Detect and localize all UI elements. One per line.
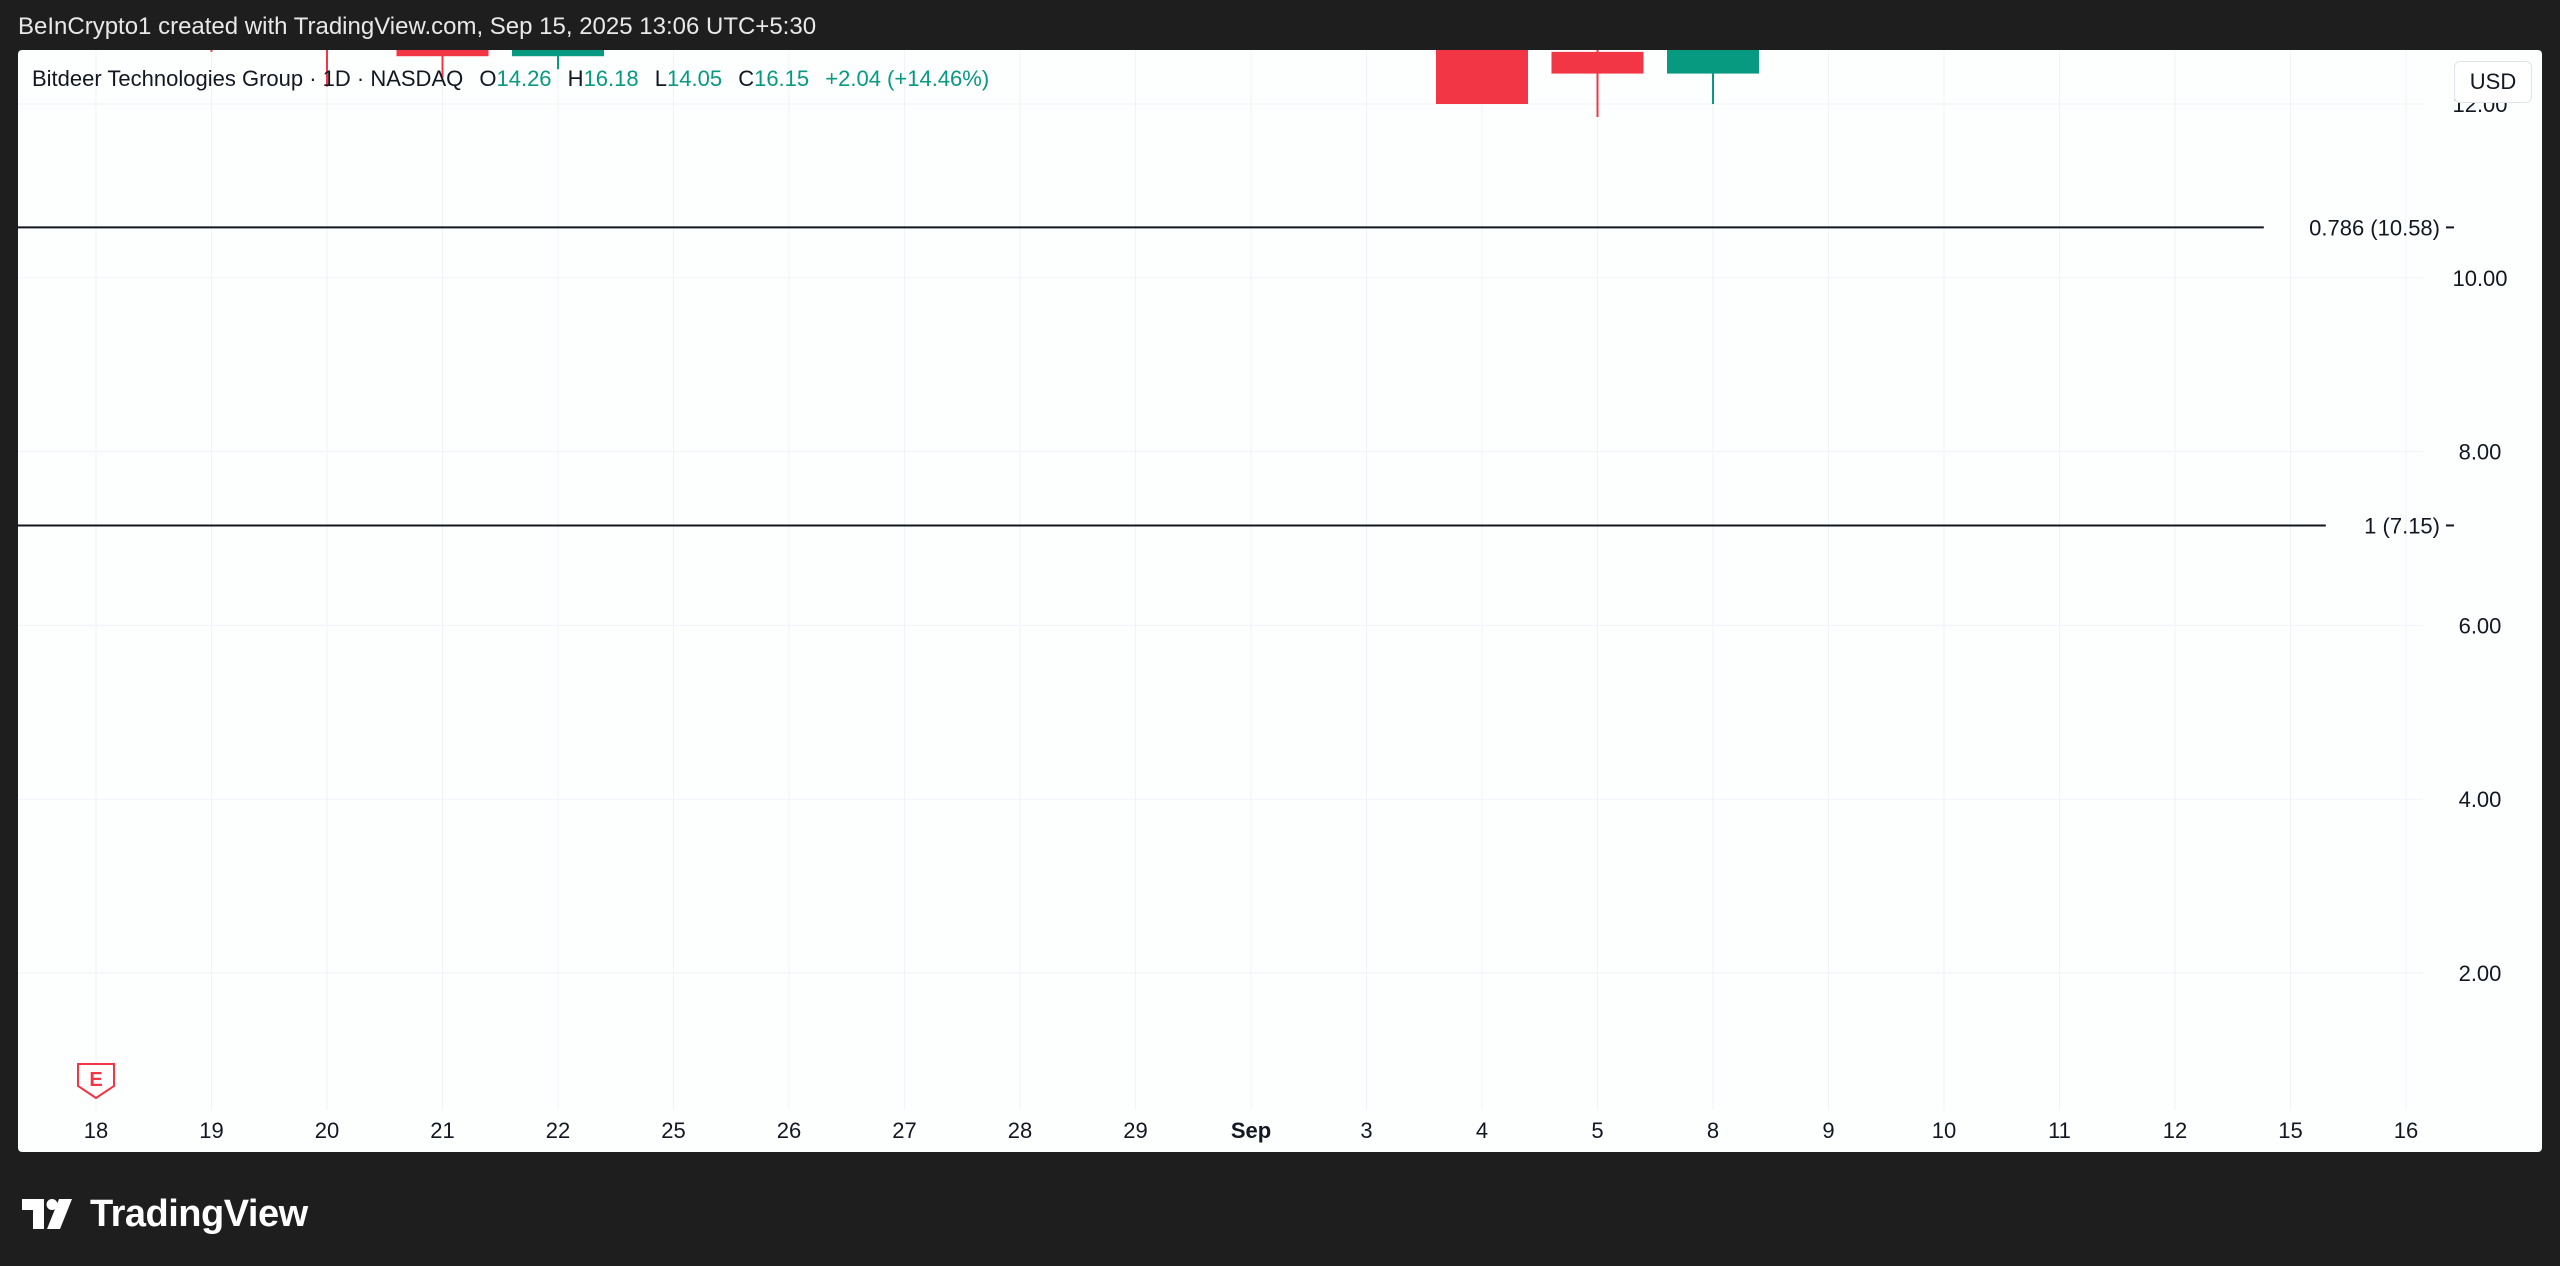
low-label: L [654,66,667,91]
x-tick-label: 4 [1476,1118,1488,1143]
x-tick-label: 11 [2048,1118,2071,1143]
candle-body [1551,51,1644,74]
change-value: +2.04 (+14.46%) [825,66,990,91]
tradingview-logo-icon [22,1199,72,1229]
tradingview-logo[interactable]: TradingView [22,1192,308,1235]
candle [1551,50,1644,118]
low-value: 14.05 [667,66,723,91]
x-tick-label: 3 [1360,1118,1372,1143]
candles-layer [210,50,1759,118]
fib-retracement-layer: 0 (23.19)0.236 (19.40)0.382 (17.06)0.5 (… [18,215,2454,538]
x-tick-label: 5 [1591,1118,1603,1143]
x-tick-label: 25 [661,1118,685,1143]
open-value: 14.26 [496,66,552,91]
candle [210,50,213,52]
x-tick-label: 21 [430,1118,454,1143]
fib-level-label: 0.786 (10.58) [2309,215,2440,240]
x-tick-label: Sep [1231,1118,1271,1143]
x-tick-label: 9 [1822,1118,1834,1143]
earnings-marker-label: E [89,1069,102,1091]
time-axis: 18 19 20 21 22 25 26 27 28 29 Sep 3 4 5 8 9 10 11 12 15 16 [84,1118,2418,1143]
top-caption-bar: BeInCrypto1 created with TradingView.com… [0,0,2560,50]
footer: TradingView [0,1152,2560,1266]
close-value: 16.15 [754,66,810,91]
x-tick-label: 15 [2278,1118,2302,1143]
candle [512,50,604,70]
open-label: O [479,66,497,91]
markers-layer: E [77,1063,115,1100]
x-tick-label: 20 [315,1118,339,1143]
x-tick-label: 12 [2163,1118,2187,1143]
y-tick-label: 8.00 [2459,440,2502,465]
x-tick-label: 16 [2394,1118,2418,1143]
symbol-title[interactable]: Bitdeer Technologies Group · 1D · NASDAQ [32,66,464,91]
x-tick-label: 8 [1707,1118,1719,1143]
price-axis: 24.0022.0020.0018.0016.0014.0012.0010.00… [2452,92,2507,986]
x-tick-label: 29 [1123,1118,1147,1143]
x-tick-label: 26 [777,1118,801,1143]
x-tick-label: 10 [1932,1118,1956,1143]
x-tick-label: 22 [546,1118,570,1143]
chart-panel[interactable]: 0 (23.19)0.236 (19.40)0.382 (17.06)0.5 (… [18,50,2542,1152]
earnings-marker-icon: E [77,1063,115,1100]
earnings-marker-shape [77,1063,115,1100]
y-tick-label: 4.00 [2459,787,2502,812]
x-tick-label: 28 [1008,1118,1032,1143]
x-tick-label: 18 [84,1118,108,1143]
chart-caption: BeInCrypto1 created with TradingView.com… [18,13,817,40]
y-tick-label: 2.00 [2459,961,2502,986]
high-value: 16.18 [583,66,639,91]
fib-level-label: 1 (7.15) [2364,513,2440,538]
candle-body [1436,50,1528,104]
x-tick-label: 19 [199,1118,223,1143]
candle [1436,50,1528,104]
candle-body [512,50,604,57]
symbol-legend: Bitdeer Technologies Group · 1D · NASDAQ… [32,66,989,92]
currency-button[interactable]: USD [2454,61,2532,103]
candle-body [1667,50,1759,74]
grid-layer [18,50,2423,1110]
candle-body [396,50,489,57]
y-tick-label: 6.00 [2459,613,2502,638]
candle [326,50,328,87]
tradingview-wordmark: TradingView [90,1192,308,1235]
candle [396,50,489,78]
candle [1667,50,1759,104]
high-label: H [567,66,584,91]
close-label: C [738,66,755,91]
y-tick-label: 10.00 [2452,266,2507,291]
price-chart[interactable]: 0 (23.19)0.236 (19.40)0.382 (17.06)0.5 (… [18,50,2542,1152]
x-tick-label: 27 [892,1118,916,1143]
